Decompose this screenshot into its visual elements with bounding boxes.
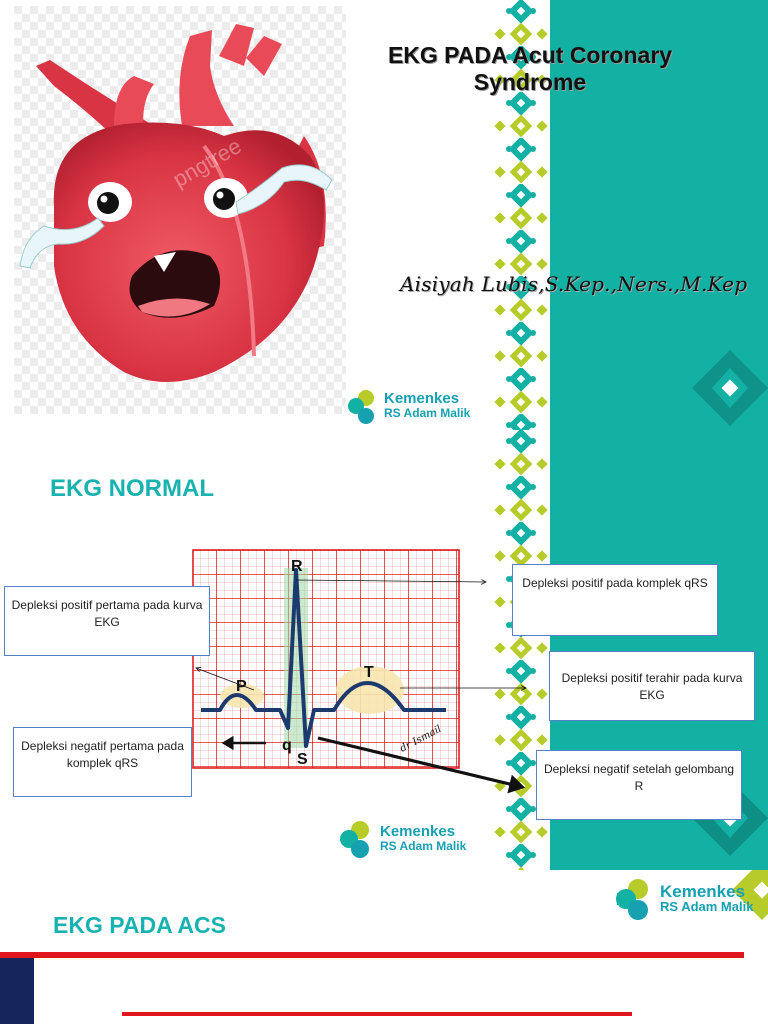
ekg-diagram: R P T q S dr Ismail: [192, 549, 768, 794]
kemenkes-logo: Kemenkes RS Adam Malik: [346, 386, 470, 426]
ekg-waveform: [201, 568, 446, 748]
title-slide: pngtree EKG PADA Acut Coronary Syndrome …: [0, 0, 768, 430]
callout-s-wave: Depleksi negatif setelah gelombang R: [536, 750, 742, 820]
kemenkes-logo-icon: [348, 390, 374, 424]
kemenkes-logo: Kemenkes RS Adam Malik: [338, 818, 466, 860]
ekg-acs-slide: Kemenkes RS Adam Malik EKG PADA ACS: [0, 870, 768, 1024]
s-label: S: [297, 751, 308, 768]
callout-t-wave: Depleksi positif terahir pada kurva EKG: [549, 651, 755, 721]
callout-q-wave: Depleksi negatif pertama pada komplek qR…: [13, 727, 192, 797]
slide-heading: EKG NORMAL: [50, 475, 214, 502]
ekg-normal-slide: EKG NORMAL R P T q S dr Ismail Depleksi …: [0, 430, 768, 870]
kemenkes-logo: Kemenkes RS Adam Malik: [614, 876, 753, 922]
presentation-title: EKG PADA Acut Coronary Syndrome: [387, 42, 673, 95]
crying-heart-illustration: [14, 6, 346, 414]
kemenkes-logo-icon: [616, 879, 648, 920]
r-label: R: [291, 558, 303, 575]
red-divider-bar: [0, 952, 744, 958]
kemenkes-logo-icon: [340, 821, 369, 858]
ekg-grid: [193, 550, 459, 768]
navy-side-block: [0, 958, 34, 1024]
callout-r-wave: Depleksi positif pada komplek qRS: [512, 564, 718, 636]
corner-ornament-icon: [692, 350, 768, 426]
t-wave-highlight: [336, 666, 404, 714]
slide-heading: EKG PADA ACS: [53, 912, 226, 938]
batik-pattern-strip: [492, 0, 550, 430]
red-underline-bar: [122, 1012, 632, 1016]
author-name: Aisiyah Lubis,S.Kep.,Ners.,M.Kep: [400, 272, 748, 296]
q-label: q: [282, 737, 292, 754]
t-label: T: [364, 664, 374, 681]
corner-ornament-icon: [732, 870, 768, 920]
p-label: P: [236, 678, 247, 695]
callout-p-wave: Depleksi positif pertama pada kurva EKG: [4, 586, 210, 656]
